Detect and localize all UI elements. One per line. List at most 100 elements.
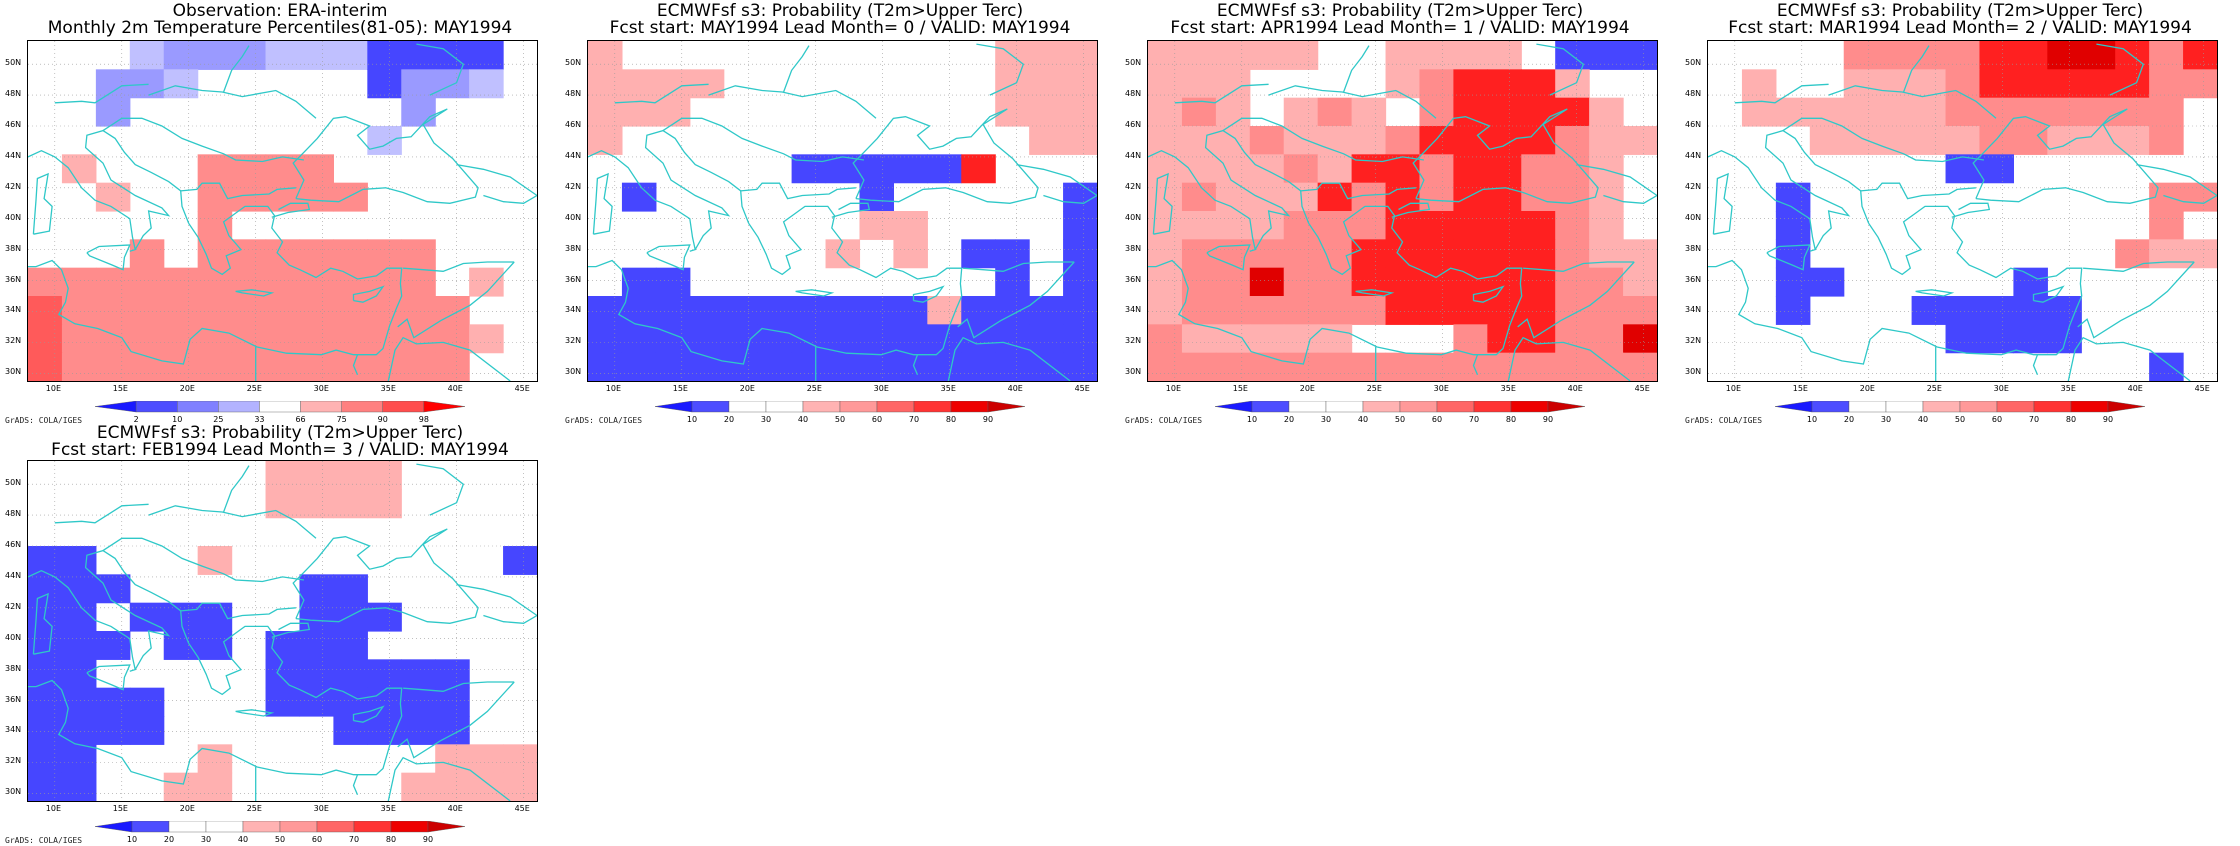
grid-cell	[1249, 126, 1285, 155]
lat-tick-label: 44N	[1685, 150, 1702, 160]
grid-cell	[367, 296, 402, 325]
grid-cell	[61, 716, 97, 745]
grid-cell	[61, 296, 97, 325]
coastline	[947, 336, 1071, 381]
lon-tick-label: 15E	[1792, 384, 1808, 393]
lat-tick-label: 40N	[565, 212, 582, 222]
lat-tick-label: 50N	[5, 58, 22, 68]
coastline	[2067, 336, 2191, 381]
grid-cell	[1555, 69, 1590, 99]
coastline	[588, 149, 696, 252]
grid-cell	[1521, 267, 1556, 297]
coastline	[32, 172, 53, 235]
grid-cell	[265, 631, 301, 660]
grid-cell	[757, 352, 793, 381]
colorbar-swatch	[765, 401, 804, 413]
lat-tick-label: 30N	[1685, 367, 1702, 377]
grid-cell	[503, 744, 537, 774]
coastline	[1206, 244, 1251, 271]
grid-cell	[859, 211, 894, 240]
coastline	[1902, 45, 1930, 93]
grid-cell	[1419, 182, 1454, 212]
grid-cell	[503, 772, 537, 801]
coastline	[1523, 261, 1635, 272]
coastline	[588, 259, 818, 365]
grid-cell	[1775, 97, 1811, 127]
grid-cell	[1843, 41, 1879, 70]
grid-cell	[197, 267, 233, 297]
grid-cell	[1351, 239, 1387, 269]
grid-cell	[655, 324, 691, 354]
grid-cell	[1945, 97, 1981, 127]
coastline	[1268, 85, 1437, 119]
coastline	[1300, 182, 1416, 200]
coastline	[2083, 261, 2195, 272]
grid-cell	[61, 352, 97, 381]
grid-cell	[1843, 69, 1879, 99]
grid-cell	[961, 352, 996, 381]
coastline	[180, 182, 296, 200]
grid-cell	[28, 687, 63, 717]
grid-cell	[1317, 239, 1353, 269]
lon-tick-label: 25E	[246, 804, 262, 813]
lat-tick-label: 46N	[565, 120, 582, 129]
grid-cell	[961, 296, 996, 325]
colorbar-swatch	[94, 401, 137, 413]
colorbar-swatch	[1811, 401, 1850, 413]
grid-cell	[1979, 296, 2014, 325]
colorbar-swatch	[135, 401, 178, 413]
grid-cell	[1063, 239, 1097, 269]
grid-cell	[367, 352, 402, 381]
lat-tick-label: 48N	[1125, 89, 1142, 99]
grid-cell	[299, 324, 334, 354]
grid-cell	[1487, 267, 1522, 297]
lon-tick-label: 30E	[1993, 384, 2009, 393]
grid-cell	[1148, 239, 1183, 269]
grid-cell	[367, 716, 402, 745]
grid-cell	[1181, 41, 1217, 70]
lat-tick-label: 34N	[1685, 305, 1702, 315]
grid-cell	[1249, 267, 1285, 297]
grid-cell	[299, 41, 334, 70]
grid-cell	[893, 296, 928, 325]
grid-cell	[1029, 97, 1064, 127]
coastline	[912, 285, 945, 303]
grid-cell	[367, 69, 402, 99]
lat-tick-label: 36N	[565, 274, 582, 284]
grid-cell	[333, 239, 368, 269]
grid-cell	[1317, 154, 1353, 184]
grid-cell	[401, 267, 436, 297]
lon-tick-label: 15E	[112, 804, 128, 813]
grid-cell	[503, 546, 537, 575]
grid-cell	[1979, 69, 2014, 99]
lat-tick-label: 38N	[5, 663, 22, 673]
grid-cell	[333, 296, 368, 325]
coastline	[708, 85, 877, 119]
grid-cell	[265, 296, 301, 325]
grid-cell	[95, 324, 131, 354]
coastline	[188, 205, 403, 356]
grid-cell	[2013, 41, 2048, 70]
grid-cell	[401, 687, 436, 717]
map-area	[587, 40, 1098, 382]
grid-cell	[1623, 296, 1657, 325]
coastline	[963, 261, 1075, 272]
grid-cell	[1555, 352, 1590, 381]
colorbar-swatch	[390, 821, 429, 833]
grid-cell	[2081, 41, 2116, 70]
colorbar-tick-label: 30	[1881, 415, 1891, 424]
coastline	[1860, 182, 1976, 200]
colorbar-swatch	[691, 401, 730, 413]
grid-cell	[367, 687, 402, 717]
grid-cell	[588, 296, 623, 325]
colorbar-tick-label: 90	[378, 415, 388, 424]
grid-cell	[1385, 126, 1421, 155]
grid-cell	[1351, 211, 1387, 240]
coastline	[1536, 43, 1585, 96]
lat-tick-label: 42N	[1125, 181, 1142, 191]
grid-cell	[1911, 41, 1947, 70]
coastline	[2032, 354, 2039, 376]
coastline	[292, 108, 479, 204]
grid-cell	[1521, 154, 1556, 184]
colorbar-swatch	[300, 401, 342, 413]
